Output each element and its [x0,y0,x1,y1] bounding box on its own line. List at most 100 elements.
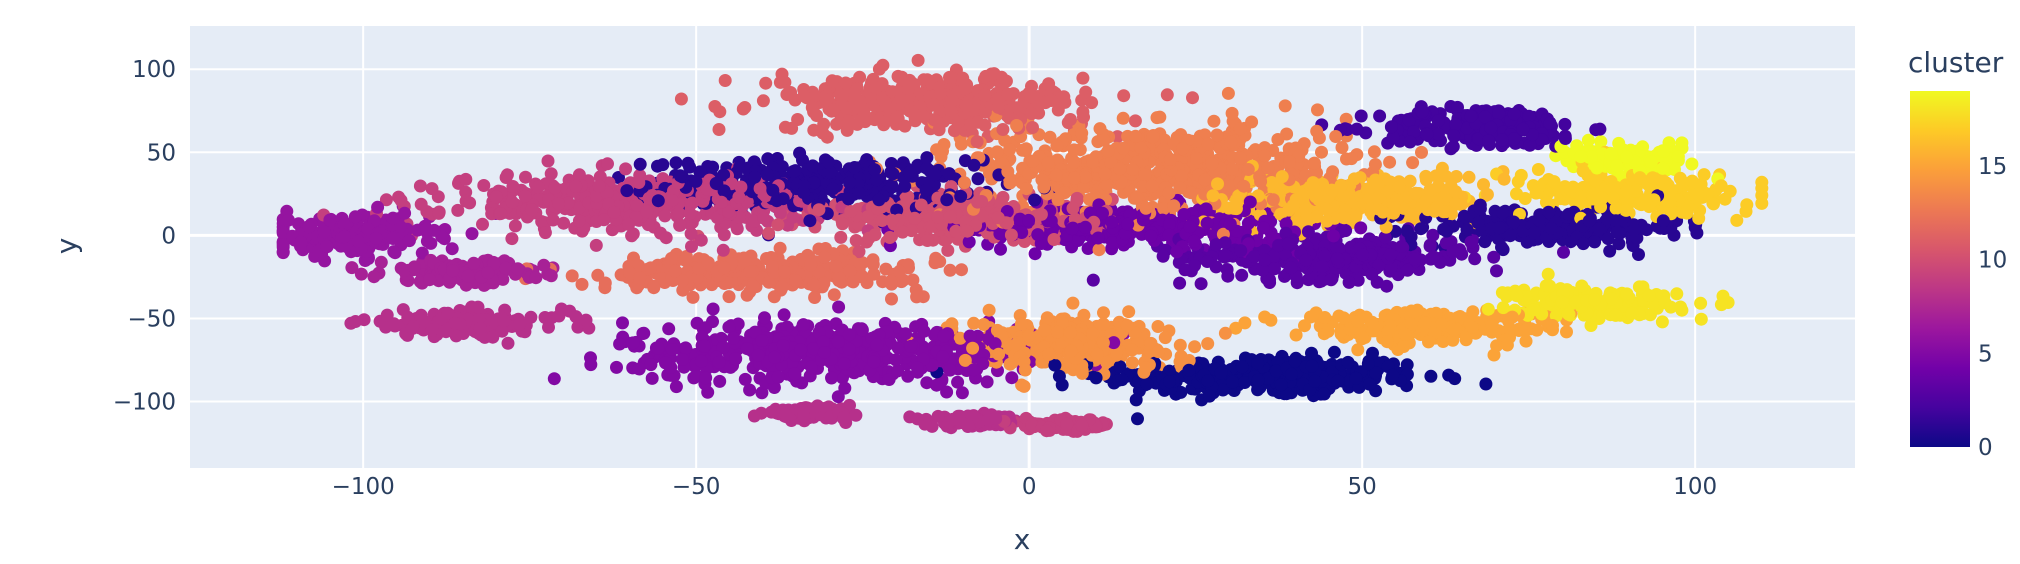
data-point [706,160,720,174]
data-point [1419,194,1433,208]
data-point [852,245,866,259]
data-point [977,318,991,331]
data-point [407,260,421,274]
data-point [1423,239,1437,253]
data-point [793,146,807,160]
data-point [1378,230,1392,244]
data-point [1048,358,1062,372]
data-point [1225,106,1239,120]
data-point [1694,296,1708,310]
data-point [867,267,881,281]
data-point [626,336,640,350]
data-point [717,228,731,242]
data-point [1354,221,1368,235]
data-point [386,211,400,225]
data-point [1076,71,1090,85]
data-point [963,329,977,343]
data-point [694,233,708,247]
data-point [993,227,1007,241]
data-point [1468,252,1482,266]
data-point [476,217,489,231]
data-point [1339,112,1353,126]
data-point [1327,345,1341,359]
data-point [665,251,678,265]
data-point [669,156,683,170]
data-point [1481,302,1495,316]
data-point [459,172,473,186]
data-point [1640,223,1654,237]
data-point [451,203,465,217]
data-point [1415,145,1428,159]
data-point [1342,275,1356,289]
data-point [683,160,697,174]
data-point [1173,338,1187,352]
data-point [1575,279,1589,293]
data-point [1490,264,1503,278]
data-point [281,213,295,227]
data-point [1151,320,1165,333]
data-point [1480,188,1494,201]
data-point [348,210,362,224]
data-point [1354,109,1368,123]
data-point [1581,133,1595,147]
data-point [393,220,407,234]
data-point [1026,121,1039,134]
data-point [632,362,646,376]
data-point [1442,368,1456,382]
data-point [572,168,586,182]
data-point [465,227,479,241]
data-point [898,119,912,133]
data-point [1424,369,1438,383]
data-point [1449,170,1463,183]
data-point [1730,213,1744,227]
data-point [940,385,954,399]
data-point [920,376,934,390]
data-point [1235,268,1249,282]
data-point [1186,91,1199,105]
data-point [1518,192,1532,205]
data-point [885,292,898,306]
data-point [808,89,822,103]
data-point [633,157,647,171]
data-point [1401,263,1414,277]
data-point [928,168,942,182]
data-point [397,264,411,278]
data-point [1131,412,1144,426]
data-point [616,316,629,330]
data-point [967,316,981,330]
data-point [546,213,560,227]
data-point [477,179,491,192]
data-point [1128,114,1142,128]
data-point [1086,273,1100,287]
data-point [1117,89,1131,103]
data-point [541,154,555,168]
data-point [620,184,634,198]
data-point [1530,323,1544,337]
data-point [684,227,698,241]
data-point [1150,111,1164,125]
data-point [1089,371,1103,385]
data-point [494,207,508,221]
data-point [1207,114,1221,128]
data-point [1125,356,1139,370]
data-point [1519,334,1533,348]
data-point [1040,311,1054,325]
data-points [276,53,1769,438]
data-point [722,320,736,334]
data-point [808,291,822,304]
data-point [706,302,720,316]
data-point [773,206,787,220]
data-point [496,272,510,286]
data-point [1129,393,1143,407]
data-point [655,272,669,285]
data-point [572,214,586,228]
data-point [1383,155,1397,169]
data-point [1594,135,1608,149]
data-point [1210,128,1224,142]
data-point [1496,301,1510,315]
data-point [1100,355,1114,369]
data-point [891,341,905,355]
data-point [388,246,402,260]
data-point [1194,277,1208,291]
data-point [778,120,792,134]
